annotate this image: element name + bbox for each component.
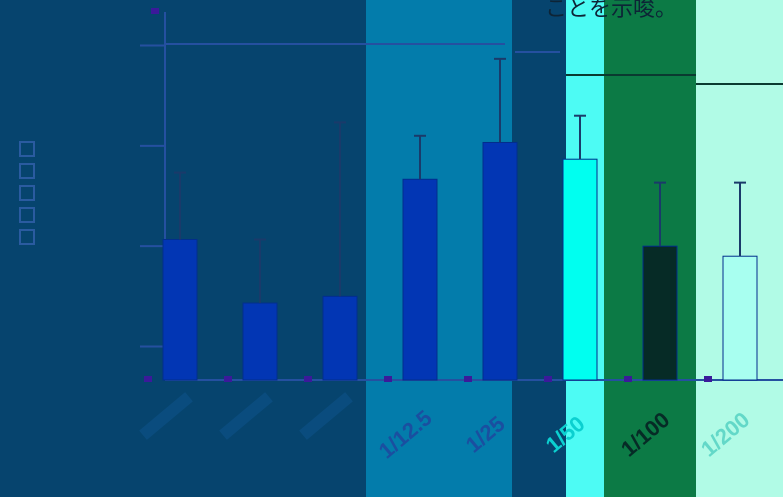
base-marker-6	[624, 376, 632, 382]
x-tick-label-placeholder-1	[219, 392, 273, 440]
bar-6	[642, 245, 678, 381]
base-marker-1	[224, 376, 232, 382]
bar-2	[322, 295, 358, 381]
caption-text: ことを示唆。	[545, 0, 678, 22]
bar-7	[722, 255, 758, 381]
base-marker-3	[384, 376, 392, 382]
bar-3	[402, 178, 438, 381]
base-marker-2	[304, 376, 312, 382]
x-tick-label-4: 1/25	[461, 411, 510, 458]
y-axis-top-marker	[151, 8, 159, 14]
x-tick-label-7: 1/200	[696, 407, 754, 462]
base-marker-0	[144, 376, 152, 382]
bar-5	[562, 158, 598, 381]
bar-4	[482, 141, 518, 381]
background-panel-3	[512, 0, 566, 497]
bar-1	[242, 302, 278, 381]
x-tick-label-placeholder-2	[299, 392, 353, 440]
base-marker-5	[544, 376, 552, 382]
y-axis-label-glyphs	[19, 141, 35, 245]
x-tick-label-3: 1/12.5	[374, 405, 437, 463]
base-marker-4	[464, 376, 472, 382]
base-marker-7	[704, 376, 712, 382]
x-tick-label-placeholder-0	[139, 392, 193, 440]
bar-0	[162, 238, 198, 381]
x-tick-label-5: 1/50	[541, 411, 590, 458]
x-tick-label-6: 1/100	[616, 407, 674, 462]
